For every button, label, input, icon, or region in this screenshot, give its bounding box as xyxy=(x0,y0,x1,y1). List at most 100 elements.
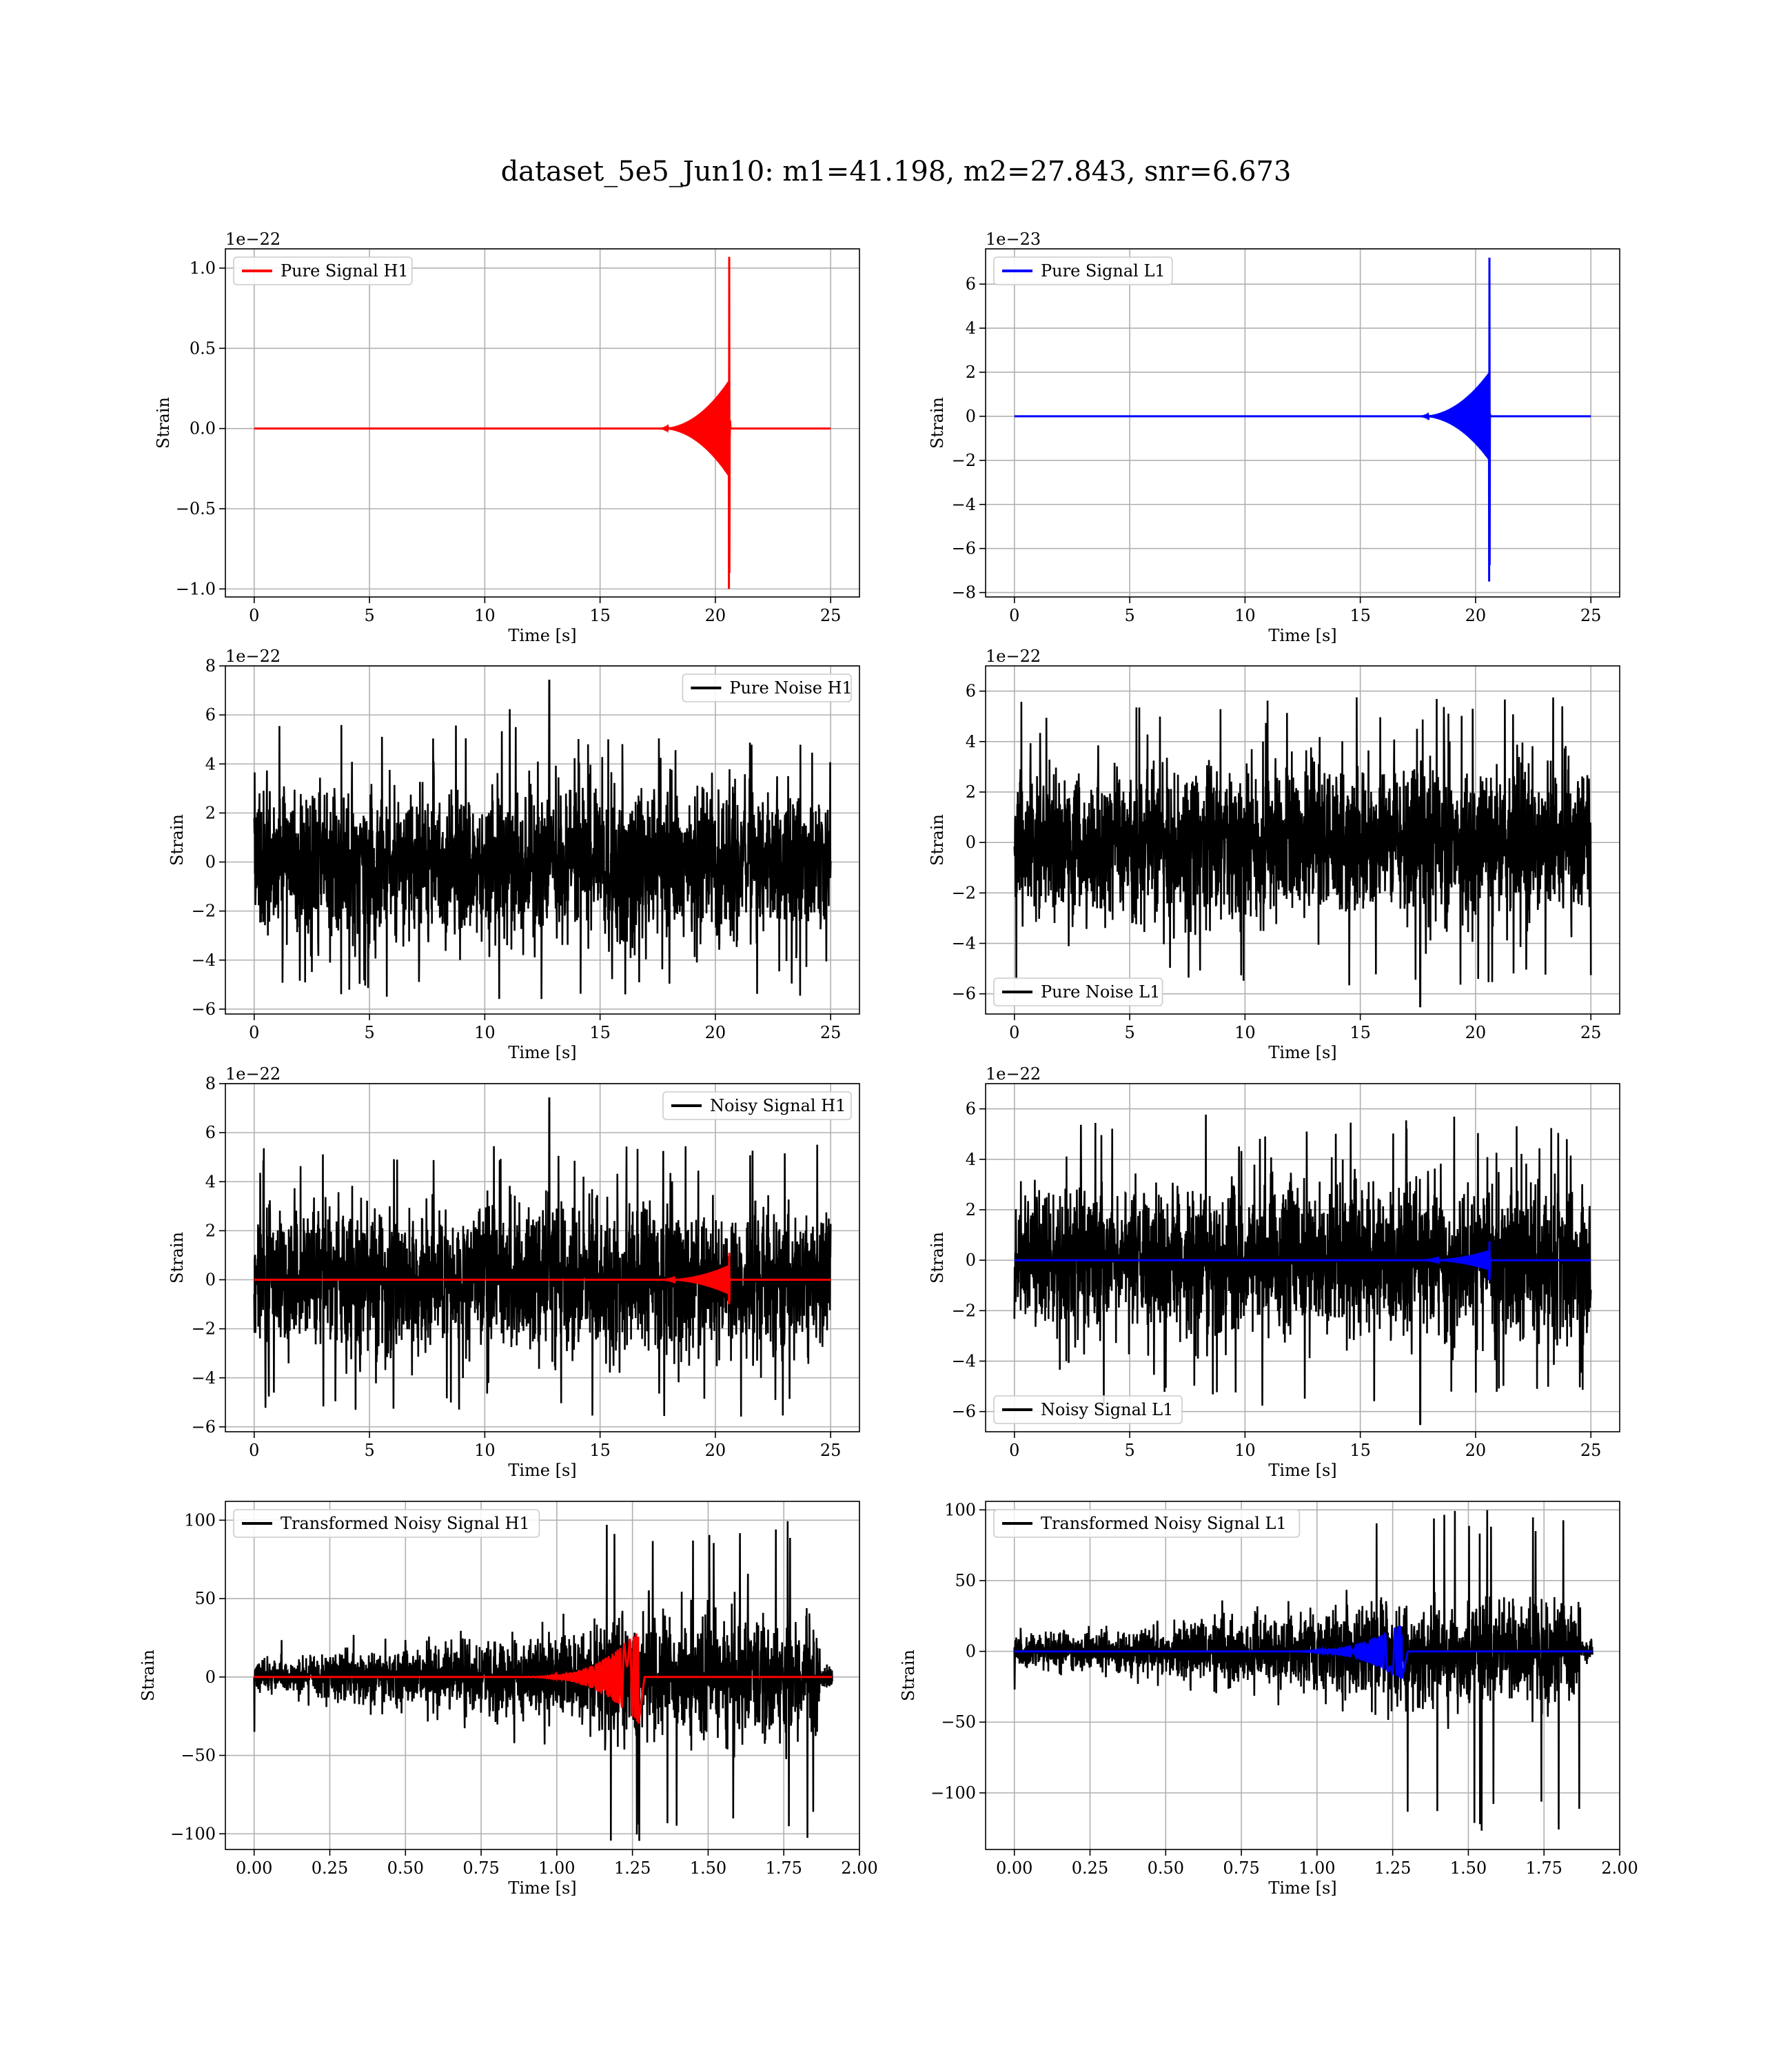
transformed-h1-frame xyxy=(225,1501,860,1850)
transformed-h1-ytick-label-4: 100 xyxy=(184,1510,216,1530)
pure-signal-l1-legend-label: Pure Signal L1 xyxy=(1041,261,1165,281)
noisy-signal-h1-xtick-label-1: 5 xyxy=(364,1441,374,1460)
noisy-signal-l1-ytick-label-0: −6 xyxy=(952,1402,976,1421)
pure-signal-l1-xtick-label-2: 10 xyxy=(1234,606,1256,625)
noisy-signal-l1-xtick-label-2: 10 xyxy=(1234,1441,1256,1460)
pure-noise-h1-xtick-label-2: 10 xyxy=(474,1023,496,1042)
pure-signal-l1-panel: 0 5 10 15 20 25 −8 −6 −4 −2 0 2 4 6 Time [s] Strain 1e−2… xyxy=(928,230,1620,645)
noisy-signal-h1-xlabel: Time [s] xyxy=(508,1461,576,1480)
noisy-signal-h1-ytick-label-5: 4 xyxy=(205,1172,216,1191)
pure-signal-h1-ytick-label-4: 1.0 xyxy=(190,258,216,278)
noisy-signal-l1-legend: Noisy Signal L1 xyxy=(993,1395,1183,1424)
transformed-h1-series-0 xyxy=(253,1521,833,1841)
pure-signal-l1-ytick-label-7: 6 xyxy=(966,274,976,294)
pure-signal-h1-ytick-label-0: −1.0 xyxy=(176,579,216,598)
pure-signal-h1-ytick-label-3: 0.5 xyxy=(190,338,216,358)
transformed-h1-xtick-label-5: 1.25 xyxy=(614,1858,651,1878)
transformed-h1-ylabel: Strain xyxy=(139,1650,158,1701)
pure-signal-l1-xtick-label-5: 25 xyxy=(1580,606,1602,625)
transformed-h1-ytick-label-3: 50 xyxy=(194,1589,216,1608)
pure-noise-l1-xtick-label-1: 5 xyxy=(1124,1023,1134,1042)
pure-noise-l1-ylabel: Strain xyxy=(928,814,947,866)
transformed-l1-ytick-label-0: −100 xyxy=(930,1783,976,1803)
pure-noise-h1-legend-box xyxy=(682,673,852,702)
pure-signal-h1-frame xyxy=(225,248,860,598)
pure-noise-h1-legend-label: Pure Noise H1 xyxy=(729,678,852,698)
pure-noise-h1-ytick-label-6: 6 xyxy=(205,705,216,724)
noisy-signal-l1-ytick-label-3: 0 xyxy=(966,1250,976,1270)
pure-noise-l1-xtick-label-0: 0 xyxy=(1009,1023,1019,1042)
pure-noise-h1-exponent: 1e−22 xyxy=(225,647,281,666)
transformed-l1-xtick-label-7: 1.75 xyxy=(1525,1858,1562,1878)
pure-noise-l1-ytick-label-3: 0 xyxy=(966,833,976,852)
pure-noise-l1-xtick-label-2: 10 xyxy=(1234,1023,1256,1042)
transformed-l1-ytick-label-4: 100 xyxy=(944,1500,976,1519)
noisy-signal-h1-xtick-label-5: 25 xyxy=(820,1441,842,1460)
transformed-l1-ytick-label-2: 0 xyxy=(966,1642,976,1661)
pure-noise-l1-exponent: 1e−22 xyxy=(986,647,1041,666)
pure-noise-l1-ytick-label-5: 4 xyxy=(966,732,976,751)
transformed-l1-xtick-label-1: 0.25 xyxy=(1072,1858,1108,1878)
transformed-h1-xtick-label-3: 0.75 xyxy=(462,1858,499,1878)
noisy-signal-l1-frame xyxy=(985,1083,1620,1432)
transformed-l1-xtick-label-2: 0.50 xyxy=(1148,1858,1184,1878)
pure-noise-h1-xtick-label-1: 5 xyxy=(364,1023,374,1042)
noisy-signal-h1-exponent: 1e−22 xyxy=(225,1064,281,1084)
noisy-signal-h1-frame xyxy=(225,1083,860,1432)
pure-noise-l1-panel: 0 5 10 15 20 25 −6 −4 −2 0 2 4 6 Time [s] Strain 1e−22 P… xyxy=(928,647,1620,1062)
pure-noise-l1-xlabel: Time [s] xyxy=(1268,1043,1336,1062)
transformed-h1-xtick-label-1: 0.25 xyxy=(312,1858,348,1878)
pure-signal-h1-legend: Pure Signal H1 xyxy=(233,256,413,285)
noisy-signal-h1-legend-label: Noisy Signal H1 xyxy=(710,1096,846,1115)
pure-signal-h1-ytick-label-1: −0.5 xyxy=(176,499,216,518)
pure-signal-l1-ytick-label-3: −2 xyxy=(952,451,976,470)
pure-noise-l1-legend: Pure Noise L1 xyxy=(993,977,1163,1006)
transformed-h1-legend-label: Transformed Noisy Signal H1 xyxy=(281,1514,530,1533)
pure-noise-l1-xtick-label-3: 15 xyxy=(1350,1023,1371,1042)
transformed-l1-xtick-label-5: 1.25 xyxy=(1374,1858,1411,1878)
transformed-l1-xtick-label-4: 1.00 xyxy=(1299,1858,1335,1878)
transformed-h1-legend: Transformed Noisy Signal H1 xyxy=(233,1509,540,1538)
pure-noise-l1-frame xyxy=(985,665,1620,1015)
pure-noise-l1-ytick-label-1: −4 xyxy=(952,934,976,953)
transformed-h1-series-1 xyxy=(254,1633,833,1724)
noisy-signal-h1-xtick-label-0: 0 xyxy=(249,1441,259,1460)
noisy-signal-l1-series-0 xyxy=(1013,1114,1592,1426)
pure-noise-l1-legend-label: Pure Noise L1 xyxy=(1041,982,1160,1002)
noisy-signal-h1-xtick-label-4: 20 xyxy=(705,1441,726,1460)
pure-signal-l1-xtick-label-3: 15 xyxy=(1350,606,1371,625)
pure-noise-l1-ytick-label-2: −2 xyxy=(952,883,976,902)
pure-noise-h1-xtick-label-3: 15 xyxy=(589,1023,611,1042)
pure-signal-l1-ytick-label-4: 0 xyxy=(966,407,976,426)
pure-signal-h1-ylabel: Strain xyxy=(154,397,173,449)
transformed-h1-xtick-label-2: 0.50 xyxy=(387,1858,424,1878)
noisy-signal-h1-legend: Noisy Signal H1 xyxy=(662,1091,852,1120)
pure-signal-l1-xlabel: Time [s] xyxy=(1268,626,1336,645)
pure-noise-l1-ytick-label-4: 2 xyxy=(966,782,976,802)
noisy-signal-h1-legend-box xyxy=(662,1091,852,1120)
pure-noise-h1-ytick-label-5: 4 xyxy=(205,754,216,773)
pure-signal-l1-xtick-label-0: 0 xyxy=(1009,606,1019,625)
pure-noise-h1-xtick-label-0: 0 xyxy=(249,1023,259,1042)
noisy-signal-l1-ytick-label-2: −2 xyxy=(952,1301,976,1320)
transformed-l1-xtick-label-8: 2.00 xyxy=(1601,1858,1638,1878)
noisy-signal-l1-legend-box xyxy=(993,1395,1183,1424)
noisy-signal-l1-series-1 xyxy=(1014,1241,1591,1281)
pure-noise-l1-ytick-label-0: −6 xyxy=(952,984,976,1004)
pure-noise-h1-ylabel: Strain xyxy=(167,814,187,866)
transformed-h1-ytick-label-1: −50 xyxy=(181,1746,216,1765)
pure-signal-l1-legend: Pure Signal L1 xyxy=(993,256,1173,285)
pure-noise-h1-ytick-label-4: 2 xyxy=(205,803,216,822)
pure-signal-l1-ytick-label-5: 2 xyxy=(966,363,976,382)
transformed-h1-xtick-label-0: 0.00 xyxy=(236,1858,272,1878)
noisy-signal-l1-legend-label: Noisy Signal L1 xyxy=(1041,1400,1173,1419)
noisy-signal-h1-panel: 0 5 10 15 20 25 −6 −4 −2 0 2 4 6 8 Time [s] Strain 1e−22… xyxy=(167,1064,860,1480)
pure-noise-h1-ytick-label-2: −2 xyxy=(192,902,216,921)
transformed-h1-ytick-label-2: 0 xyxy=(205,1667,216,1687)
transformed-l1-panel: 0.00 0.25 0.50 0.75 1.00 1.25 1.50 1.75 2.00 −100… xyxy=(899,1500,1638,1898)
transformed-h1-xtick-label-4: 1.00 xyxy=(538,1858,575,1878)
transformed-h1-xtick-label-6: 1.50 xyxy=(690,1858,726,1878)
pure-signal-h1-legend-label: Pure Signal H1 xyxy=(281,261,409,281)
transformed-l1-xlabel: Time [s] xyxy=(1268,1878,1336,1898)
